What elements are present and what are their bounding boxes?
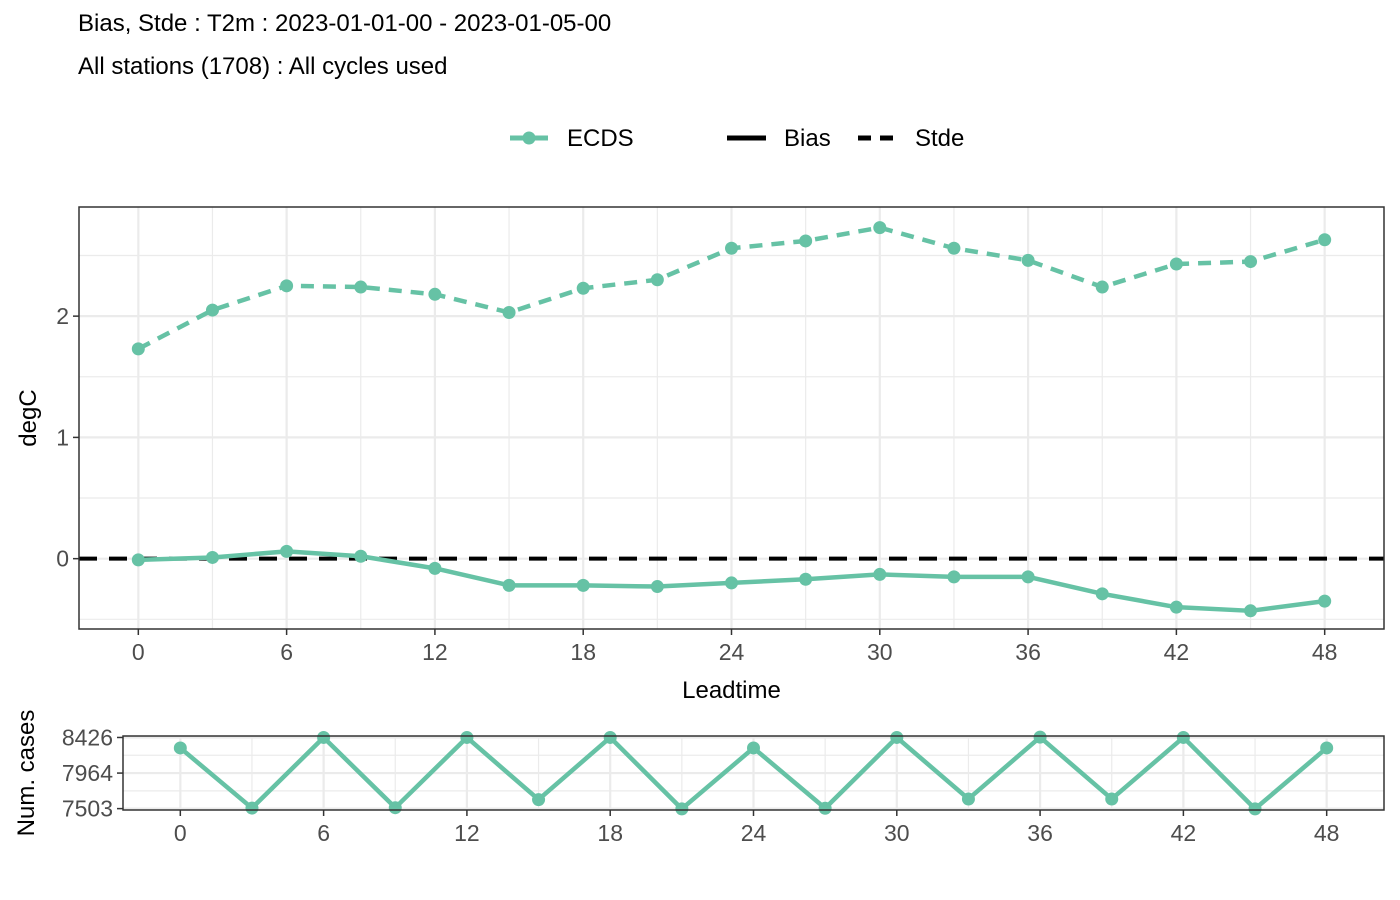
- data-point-bias: [131, 553, 145, 567]
- x-tick-label: 24: [741, 820, 767, 846]
- y-tick-label: 7964: [62, 760, 113, 786]
- data-point-cases: [173, 741, 187, 755]
- data-point-cases: [1033, 730, 1047, 744]
- data-point-cases: [1248, 802, 1262, 816]
- x-tick-label: 0: [174, 820, 187, 846]
- data-point-cases: [818, 801, 832, 815]
- data-point-stde: [354, 280, 368, 294]
- data-point-cases: [388, 801, 402, 815]
- data-point-bias: [1318, 594, 1332, 608]
- x-tick-label: 30: [884, 820, 910, 846]
- legend-bias-label: Bias: [784, 125, 831, 152]
- data-point-stde: [1021, 253, 1035, 267]
- data-point-stde: [280, 279, 294, 293]
- data-point-stde: [1169, 257, 1183, 271]
- x-tick-label: 24: [719, 639, 745, 665]
- data-point-stde: [205, 303, 219, 317]
- data-point-cases: [961, 792, 975, 806]
- data-point-stde: [428, 287, 442, 301]
- data-point-stde: [1095, 280, 1109, 294]
- data-point-bias: [873, 567, 887, 581]
- data-point-stde: [502, 306, 516, 319]
- data-point-cases: [1105, 792, 1119, 806]
- data-point-stde: [131, 342, 145, 356]
- data-point-bias: [799, 572, 813, 586]
- x-tick-label: 48: [1312, 639, 1338, 665]
- data-point-stde: [725, 241, 738, 255]
- data-point-stde: [650, 273, 664, 287]
- chart-subtitle: All stations (1708) : All cycles used: [78, 53, 448, 80]
- x-tick-label: 18: [597, 820, 623, 846]
- data-point-cases: [675, 802, 689, 816]
- data-point-bias: [205, 550, 219, 564]
- x-tick-label: 6: [280, 639, 293, 665]
- data-point-cases: [603, 730, 617, 744]
- data-point-bias: [1095, 587, 1109, 601]
- data-point-stde: [576, 281, 590, 295]
- data-point-stde: [873, 221, 887, 235]
- data-point-bias: [354, 549, 368, 563]
- data-point-bias: [502, 578, 516, 592]
- data-point-bias: [650, 580, 664, 594]
- data-point-cases: [1176, 730, 1190, 744]
- data-point-cases: [245, 801, 259, 815]
- cases-plot-panel: 0 6 12 18 24 30 36 42 48 7503 7964 8426 Num. cases: [13, 710, 1385, 846]
- x-tick-label: 12: [454, 820, 480, 846]
- y-tick-label: 8426: [62, 724, 113, 750]
- data-point-stde: [1318, 233, 1332, 247]
- data-point-stde: [799, 234, 813, 248]
- x-tick-label: 36: [1027, 820, 1053, 846]
- data-point-cases: [317, 730, 331, 744]
- data-point-cases: [532, 793, 546, 807]
- x-axis-title: Leadtime: [682, 677, 781, 704]
- data-point-bias: [576, 578, 590, 592]
- data-point-bias: [1021, 570, 1035, 584]
- legend-ecds-marker: [522, 131, 536, 145]
- data-point-bias: [1169, 600, 1183, 614]
- x-tick-label: 6: [317, 820, 330, 846]
- data-point-bias: [428, 561, 442, 575]
- y-tick-label: 7503: [62, 796, 113, 822]
- data-point-bias: [725, 576, 738, 590]
- x-tick-label: 12: [422, 639, 448, 665]
- y-axis-title: Num. cases: [13, 710, 40, 837]
- legend-ecds-label: ECDS: [567, 125, 634, 152]
- x-tick-label: 42: [1164, 639, 1190, 665]
- data-point-cases: [747, 741, 760, 755]
- data-point-stde: [1244, 255, 1258, 269]
- legend-stde-label: Stde: [915, 125, 964, 152]
- x-tick-label: 48: [1314, 820, 1340, 846]
- y-tick-label: 1: [56, 424, 69, 450]
- y-tick-label: 2: [56, 303, 69, 329]
- x-tick-label: 0: [132, 639, 145, 665]
- data-point-bias: [280, 544, 294, 558]
- data-point-cases: [1320, 741, 1334, 755]
- x-tick-label: 18: [570, 639, 596, 665]
- y-tick-label: 0: [56, 546, 69, 572]
- x-tick-label: 36: [1015, 639, 1041, 665]
- chart-title: Bias, Stde : T2m : 2023-01-01-00 - 2023-…: [78, 10, 612, 37]
- data-point-bias: [947, 570, 961, 584]
- data-point-bias: [1244, 604, 1258, 618]
- data-point-cases: [460, 730, 474, 744]
- data-point-cases: [890, 730, 904, 744]
- legend: ECDS Bias Stde: [510, 125, 964, 152]
- x-tick-label: 30: [867, 639, 893, 665]
- data-point-stde: [947, 241, 961, 255]
- x-tick-label: 42: [1171, 820, 1197, 846]
- y-axis-title: degC: [15, 389, 42, 446]
